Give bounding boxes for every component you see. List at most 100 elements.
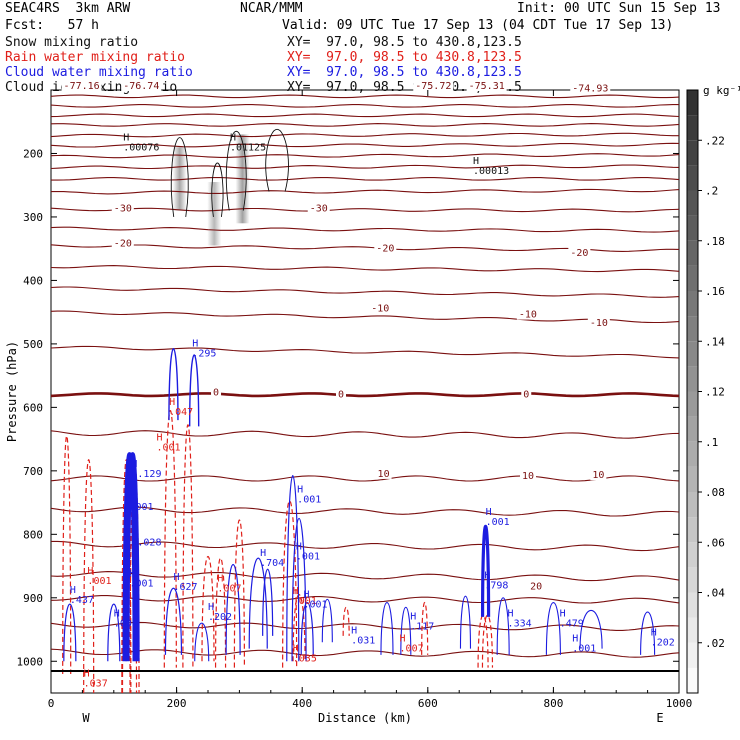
rain-contour	[163, 410, 177, 668]
snow-shading	[207, 182, 222, 246]
rain-max-label-h-marker: H	[84, 669, 90, 680]
temperature-contour	[51, 226, 679, 233]
colorbar-tick-label: .22	[705, 134, 725, 147]
cloud-contour	[380, 602, 394, 655]
x-tick-label: 600	[418, 697, 438, 710]
temperature-label: 0	[338, 390, 344, 401]
cloud-contour	[225, 563, 241, 655]
ice-max-label-h-marker: H	[123, 132, 129, 143]
temperature-label: -20	[570, 248, 588, 259]
cloud-max-label-h-marker: H	[130, 568, 136, 579]
temperature-contour	[51, 153, 679, 159]
colorbar-bin	[687, 190, 698, 216]
temperature-contour	[51, 177, 679, 181]
snow-legend-label: Snow mixing ratio	[5, 35, 139, 50]
temperature-label-bg	[570, 82, 611, 94]
rain-max-label-h-marker: H	[87, 566, 93, 577]
cloud-max-label: .479	[560, 618, 584, 629]
org-label: NCAR/MMM	[240, 1, 303, 16]
temperature-contour	[51, 571, 679, 582]
cloud-contour	[545, 602, 561, 655]
colorbar-bin	[687, 366, 698, 392]
temperature-contour	[51, 506, 679, 517]
model-title: SEAC4RS 3km ARW	[5, 1, 131, 16]
rain-max-label: .001	[87, 576, 111, 587]
temperature-label-bg	[111, 202, 134, 214]
colorbar-tick-label: .18	[705, 235, 725, 248]
x-tick-label: 800	[543, 697, 563, 710]
temperature-label: -10	[519, 310, 537, 321]
temperature-contour	[51, 595, 679, 604]
colorbar-bin	[687, 140, 698, 166]
temperature-contour	[51, 310, 679, 324]
cloud-contour	[321, 598, 333, 643]
ice-contour	[211, 162, 224, 218]
colorbar-bin	[687, 617, 698, 643]
temperature-contour	[51, 345, 679, 359]
temperature-contour	[51, 132, 679, 138]
cloud-contour	[286, 475, 300, 662]
temperature-contour	[51, 648, 679, 658]
cloud-max-label-h-marker: H	[130, 492, 136, 503]
temperature-label: -30	[114, 204, 132, 215]
colorbar-bin	[687, 316, 698, 342]
rain-contour	[83, 459, 95, 693]
temperature-label: -30	[310, 204, 328, 215]
temperature-label-bg	[61, 80, 102, 92]
rain-max-label-h-marker: H	[400, 634, 406, 645]
x-tick-label: 400	[292, 697, 312, 710]
cloud-contour	[107, 603, 121, 662]
colorbar-tick-label: .2	[705, 185, 718, 198]
cloud-contour	[459, 595, 472, 649]
rain-contour	[182, 424, 194, 668]
colorbar-bin	[687, 341, 698, 367]
ice-max-label-h-marker: H	[230, 132, 236, 143]
cloud-max-label-h-marker: H	[260, 548, 266, 559]
cloud-max-label-h-marker: H	[192, 339, 198, 350]
colorbar-bin	[687, 391, 698, 417]
cloud-contour	[164, 587, 183, 655]
rain-max-label-h-marker: H	[169, 397, 175, 408]
rain-contour	[477, 614, 489, 668]
temperature-label: -77.16	[64, 81, 100, 92]
cloud-contour	[248, 557, 268, 649]
forecast-hour: Fcst: 57 h	[5, 18, 99, 33]
ice-max-label: .01125	[230, 142, 266, 153]
ice-contour	[170, 137, 189, 218]
ice-max-label: .00076	[123, 142, 159, 153]
colorbar-bin	[687, 642, 698, 668]
colorbar-bin	[687, 592, 698, 618]
cloud-max-label: .001	[303, 599, 327, 610]
cloud-max-label-h-marker: H	[484, 570, 490, 581]
cloud-max-label-h-marker: H	[508, 608, 514, 619]
colorbar-tick-label: .02	[705, 637, 725, 650]
temperature-label-bg	[374, 242, 397, 254]
cloud-max-label-h-marker: H	[572, 634, 578, 645]
x-axis-title: Distance (km)	[318, 711, 412, 725]
direction-east: E	[656, 711, 663, 725]
temperature-contour	[51, 142, 679, 148]
cloud-contour	[63, 603, 77, 662]
y-tick-label: 500	[23, 338, 43, 351]
temperature-label-bg	[111, 237, 134, 249]
rain-contour	[201, 555, 215, 662]
cloud-contour	[188, 354, 200, 427]
cloud-max-label: .001	[114, 618, 138, 629]
cloud-max-label: .627	[173, 582, 197, 593]
colorbar-bin	[687, 667, 698, 693]
temperature-label-bg	[121, 80, 162, 92]
rain-max-label: .007	[217, 583, 241, 594]
rain-max-label-h-marker: H	[293, 643, 299, 654]
colorbar-bin	[687, 265, 698, 291]
temperature-contour	[51, 123, 679, 127]
x-tick-label: 1000	[666, 697, 693, 710]
temperature-label: -75.72	[415, 81, 451, 92]
y-axis-title: Pressure (hPa)	[5, 341, 19, 442]
colorbar-tick-label: .08	[705, 486, 725, 499]
rain-max-label: .035	[293, 653, 317, 664]
colorbar-bin	[687, 240, 698, 266]
cloud-max-label: .117	[410, 622, 434, 633]
ice-max-label: .00013	[473, 166, 509, 177]
cloud-max-label: .001	[572, 644, 596, 655]
cloud-max-label: .001	[486, 517, 510, 528]
